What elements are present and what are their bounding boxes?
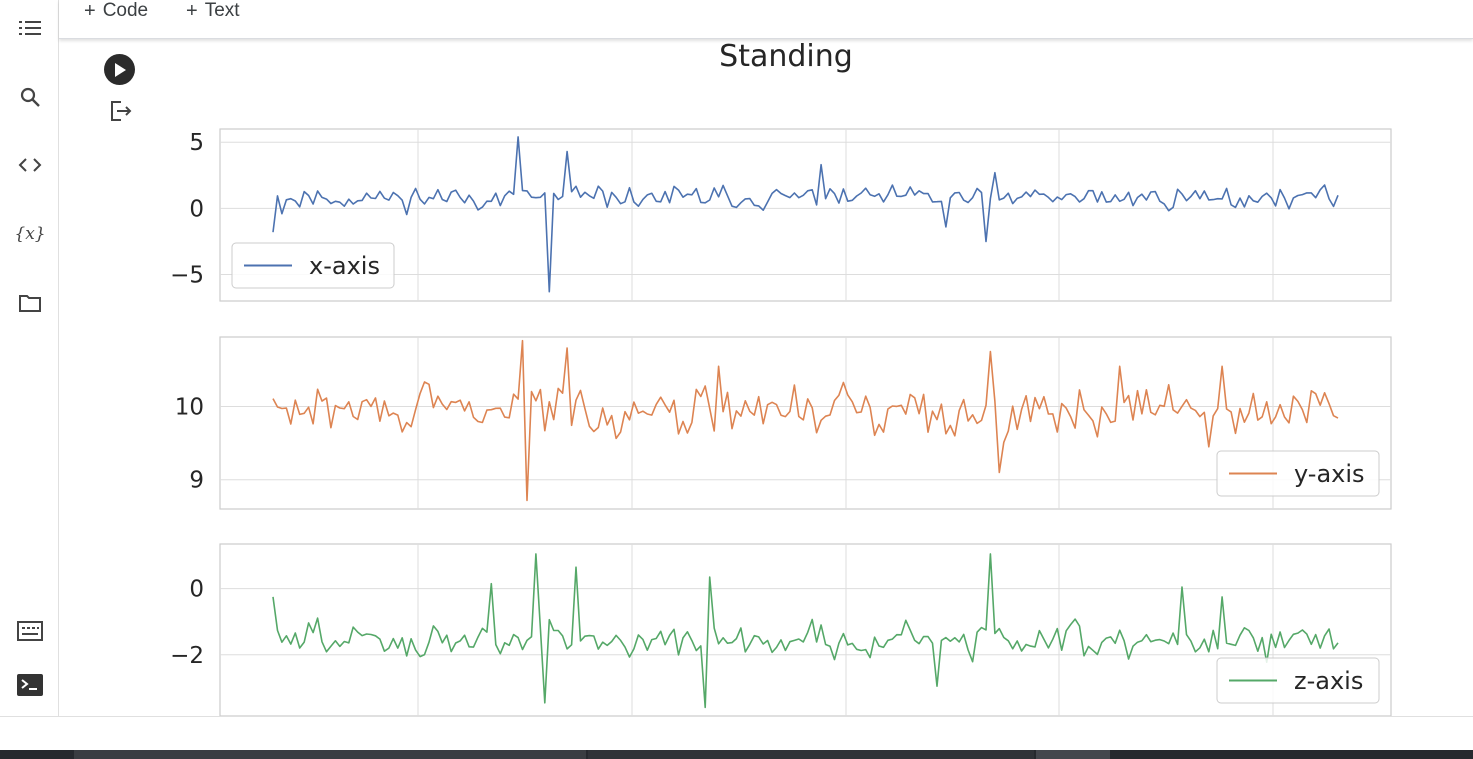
legend: y-axis bbox=[1216, 450, 1380, 497]
terminal-icon[interactable] bbox=[13, 668, 47, 702]
plot-frame bbox=[219, 128, 1392, 302]
subplot-x-axis: 5 0 −5 x-axis bbox=[170, 128, 1392, 302]
y-tick-label: −5 bbox=[170, 263, 204, 289]
notebook-toolbar: + Code + Text bbox=[59, 0, 1473, 39]
variables-glyph: {x} bbox=[14, 224, 46, 244]
legend-label: y-axis bbox=[1294, 460, 1365, 488]
y-tick-label: 5 bbox=[189, 130, 204, 156]
plus-icon: + bbox=[84, 0, 96, 22]
legend-label: x-axis bbox=[309, 252, 380, 280]
add-text-button[interactable]: + Text bbox=[186, 0, 240, 22]
legend-box bbox=[1216, 450, 1380, 497]
output-redirect-icon[interactable] bbox=[110, 100, 134, 127]
command-palette-icon[interactable] bbox=[13, 614, 47, 648]
taskbar-item[interactable] bbox=[74, 750, 586, 759]
folder-icon[interactable] bbox=[13, 286, 47, 320]
divider bbox=[0, 716, 1473, 717]
taskbar-item[interactable] bbox=[588, 750, 1034, 759]
add-text-label: Text bbox=[204, 0, 240, 21]
y-tick-label: 9 bbox=[189, 468, 204, 494]
plot-frame bbox=[219, 336, 1392, 510]
y-tick-label: 0 bbox=[189, 577, 204, 603]
taskbar-item[interactable] bbox=[1036, 750, 1110, 759]
legend: z-axis bbox=[1216, 657, 1380, 704]
y-tick-label: 10 bbox=[175, 395, 204, 421]
add-code-button[interactable]: + Code bbox=[84, 0, 148, 22]
taskbar bbox=[0, 750, 1473, 759]
play-icon bbox=[114, 62, 126, 77]
code-snippets-icon[interactable] bbox=[13, 148, 47, 182]
y-tick-label: −2 bbox=[170, 643, 204, 669]
table-of-contents-icon[interactable] bbox=[13, 11, 47, 45]
y-axis-series-line bbox=[272, 339, 1339, 502]
z-axis-series-line bbox=[272, 553, 1339, 709]
run-cell-button[interactable] bbox=[104, 54, 135, 85]
left-sidebar: {x} bbox=[0, 0, 59, 716]
search-icon[interactable] bbox=[13, 80, 47, 114]
legend-label: z-axis bbox=[1294, 667, 1363, 695]
subplot-z-axis: 0 −2 z-axis bbox=[170, 543, 1392, 716]
chart-title: Standing bbox=[719, 39, 853, 74]
cell-output-plot: Standing 5 0 −5 x-axis 10 9 y-axis 0 −2 z-axis bbox=[170, 39, 1392, 716]
variables-icon[interactable]: {x} bbox=[13, 217, 47, 251]
legend-box bbox=[231, 242, 395, 289]
legend: x-axis bbox=[231, 242, 395, 289]
x-axis-series-line bbox=[272, 136, 1339, 293]
plus-icon: + bbox=[186, 0, 198, 22]
plot-frame bbox=[219, 543, 1392, 716]
y-tick-label: 0 bbox=[189, 196, 204, 222]
subplot-y-axis: 10 9 y-axis bbox=[175, 336, 1392, 510]
legend-box bbox=[1216, 657, 1380, 704]
add-code-label: Code bbox=[102, 0, 149, 21]
